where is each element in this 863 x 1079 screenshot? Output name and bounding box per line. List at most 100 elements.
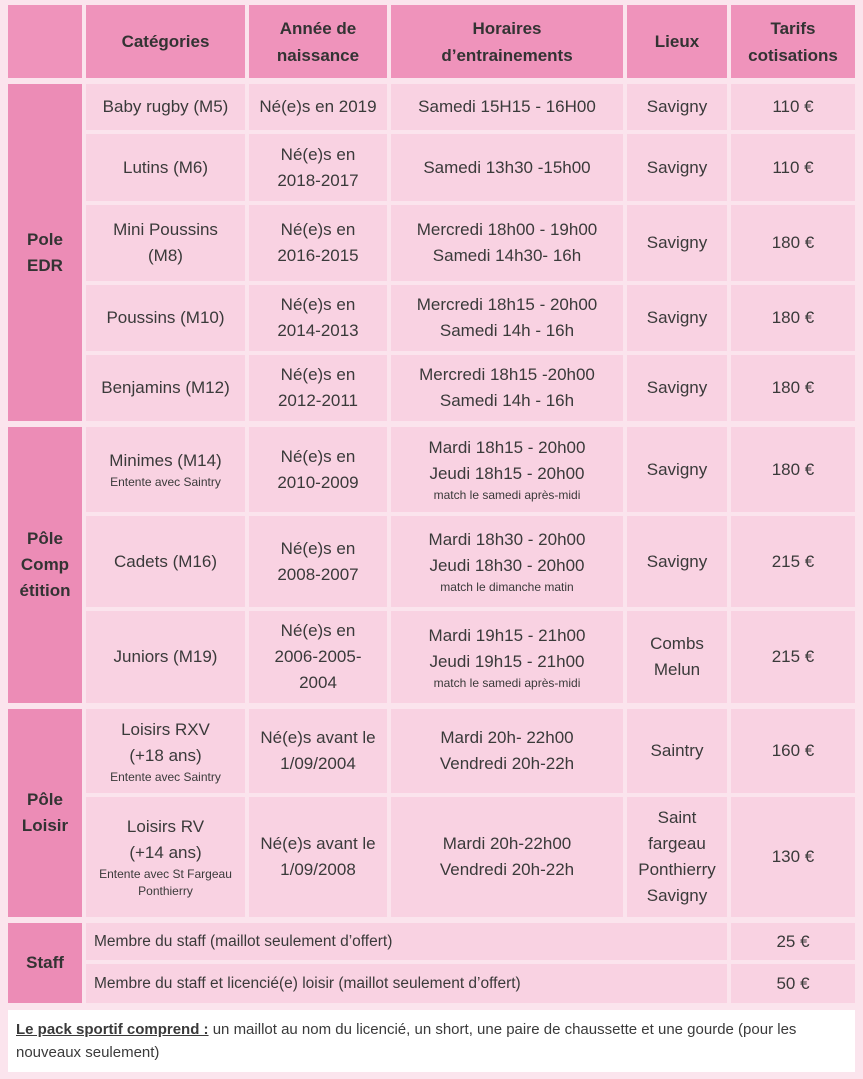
header-text: Lieux [654, 32, 700, 51]
schedule: Mercredi 18h15 -20h00 Samedi 14h - 16h [419, 365, 595, 410]
fee: 180 € [771, 233, 815, 252]
group-cell: Pole EDR [8, 84, 82, 421]
schedule-cell: Mercredi 18h15 - 20h00 Samedi 14h - 16h [391, 285, 623, 351]
birth-year: Né(e)s avant le 1/09/2008 [260, 834, 376, 879]
birth-year: Né(e)s en 2018-2017 [277, 144, 359, 190]
schedule-note: match le samedi après-midi [433, 675, 581, 690]
birth-cell: Né(e)s en 2016-2015 [249, 205, 387, 281]
birth-year: Né(e)s en 2006-2005- 2004 [274, 621, 362, 692]
category-cell: Benjamins (M12) [86, 355, 245, 421]
birth-cell: Né(e)s en 2006-2005- 2004 [249, 611, 387, 703]
category-cell: Loisirs RV (+14 ans) Entente avec St Farg… [86, 797, 245, 917]
schedule: Mardi 20h- 22h00 Vendredi 20h-22h [439, 728, 575, 773]
header-cell: Année de naissance [249, 5, 387, 78]
birth-cell: Né(e)s en 2014-2013 [249, 285, 387, 351]
group-label: Pole EDR [27, 229, 63, 275]
birth-cell: Né(e)s avant le 1/09/2004 [249, 709, 387, 793]
fee-cell: 50 € [731, 964, 855, 1003]
birth-cell: Né(e)s avant le 1/09/2008 [249, 797, 387, 917]
birth-year: Né(e)s en 2010-2009 [277, 446, 359, 492]
schedule: Mardi 19h15 - 21h00 Jeudi 19h15 - 21h00 [428, 625, 586, 671]
place-cell: Savigny [627, 355, 727, 421]
category-note: Entente avec St Fargeau Ponthierry [99, 867, 232, 898]
fee: 215 € [771, 551, 815, 571]
fee: 130 € [771, 847, 815, 866]
place: Saintry [650, 741, 704, 760]
category-note: Entente avec Saintry [110, 475, 221, 489]
birth-cell: Né(e)s en 2008-2007 [249, 516, 387, 607]
group-label: Staff [26, 953, 64, 972]
fee-cell: 160 € [731, 709, 855, 793]
schedule-cell: Mardi 20h- 22h00 Vendredi 20h-22h [391, 709, 623, 793]
category: Baby rugby (M5) [102, 97, 229, 116]
category: Loisirs RV (+14 ans) [126, 817, 205, 862]
category: Loisirs RXV (+18 ans) [121, 719, 210, 765]
fee-cell: 130 € [731, 797, 855, 917]
category: Juniors (M19) [113, 647, 218, 666]
place-cell: Savigny [627, 285, 727, 351]
category-cell: Lutins (M6) [86, 134, 245, 201]
schedule-cell: Mardi 18h30 - 20h00 Jeudi 18h30 - 20h00 m… [391, 516, 623, 607]
category: Benjamins (M12) [101, 378, 230, 397]
birth-year: Né(e)s en 2014-2013 [277, 295, 359, 340]
fee: 180 € [771, 378, 815, 397]
header-text: Catégories [121, 32, 210, 51]
category: Cadets (M16) [114, 551, 217, 571]
schedule-cell: Mardi 18h15 - 20h00 Jeudi 18h15 - 20h00 m… [391, 427, 623, 512]
schedule: Mardi 20h-22h00 Vendredi 20h-22h [439, 834, 575, 879]
group-cell: Pôle Loisir [8, 709, 82, 917]
category-cell: Loisirs RXV (+18 ans) Entente avec Saintr… [86, 709, 245, 793]
category: Mini Poussins (M8) [113, 220, 218, 265]
place-cell: Combs Melun [627, 611, 727, 703]
fee: 110 € [772, 157, 814, 177]
group-cell: Staff [8, 923, 82, 1003]
fee: 215 € [771, 647, 815, 666]
category: Minimes (M14) [109, 451, 222, 470]
fee-cell: 110 € [731, 84, 855, 130]
schedule-note: match le dimanche matin [440, 580, 574, 594]
birth-cell: Né(e)s en 2012-2011 [249, 355, 387, 421]
footer-note: Le pack sportif comprend : un maillot au… [8, 1010, 855, 1072]
place: Savigny [646, 551, 708, 571]
place-cell: Savigny [627, 427, 727, 512]
place-cell: Savigny [627, 134, 727, 201]
place: Savigny [646, 308, 708, 327]
header-cell: Lieux [627, 5, 727, 78]
birth-year: Né(e)s en 2019 [259, 97, 377, 116]
schedule-cell: Samedi 13h30 -15h00 [391, 134, 623, 201]
header-text: Année de naissance [276, 18, 360, 65]
group-cell: Pôle Comp étition [8, 427, 82, 703]
header-text: Tarifs cotisations [748, 18, 838, 65]
place: Savigny [646, 97, 708, 116]
header-text: Horaires d’entrainements [441, 18, 573, 65]
schedule-cell: Mardi 19h15 - 21h00 Jeudi 19h15 - 21h00 m… [391, 611, 623, 703]
fee: 160 € [771, 741, 815, 760]
staff-description-cell: Membre du staff et licencié(e) loisir (m… [86, 964, 727, 1003]
category-note: Entente avec Saintry [110, 769, 221, 784]
category-cell: Juniors (M19) [86, 611, 245, 703]
place: Savigny [646, 459, 708, 479]
category: Poussins (M10) [106, 308, 225, 327]
category-cell: Minimes (M14) Entente avec Saintry [86, 427, 245, 512]
fee: 50 € [776, 973, 810, 993]
schedule-cell: Mercredi 18h15 -20h00 Samedi 14h - 16h [391, 355, 623, 421]
fee-cell: 180 € [731, 355, 855, 421]
schedule: Samedi 13h30 -15h00 [423, 157, 591, 177]
staff-description: Membre du staff et licencié(e) loisir (m… [94, 974, 521, 992]
fee: 25 € [776, 931, 810, 951]
schedule: Samedi 15H15 - 16H00 [418, 97, 596, 116]
category-cell: Cadets (M16) [86, 516, 245, 607]
fee-cell: 180 € [731, 427, 855, 512]
category: Lutins (M6) [122, 157, 209, 177]
place: Combs Melun [650, 634, 704, 679]
footer-label: Le pack sportif comprend : [16, 1021, 209, 1038]
schedule-note: match le samedi après-midi [433, 488, 581, 502]
schedule-cell: Mardi 20h-22h00 Vendredi 20h-22h [391, 797, 623, 917]
birth-cell: Né(e)s en 2018-2017 [249, 134, 387, 201]
fee: 110 € [772, 97, 814, 116]
fee-cell: 215 € [731, 516, 855, 607]
group-label: Pôle Loisir [21, 790, 69, 835]
